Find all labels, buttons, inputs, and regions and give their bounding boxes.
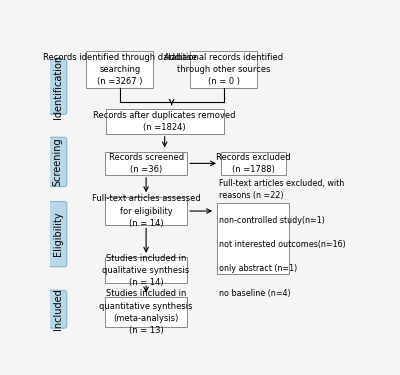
FancyBboxPatch shape [105, 297, 187, 327]
FancyBboxPatch shape [49, 290, 67, 328]
Text: Eligibility: Eligibility [53, 212, 63, 256]
Text: Studies included in
quantitative synthesis
(meta-analysis)
(n = 13): Studies included in quantitative synthes… [99, 290, 193, 335]
Text: Studies included in
qualitative synthesis
(n = 14): Studies included in qualitative synthesi… [102, 254, 190, 287]
Text: Identification: Identification [53, 55, 63, 119]
FancyBboxPatch shape [49, 201, 67, 267]
Text: Additional records identified
through other sources
(n = 0 ): Additional records identified through ot… [164, 53, 283, 86]
Text: Records screened
(n =36): Records screened (n =36) [108, 153, 184, 174]
FancyBboxPatch shape [217, 203, 290, 274]
FancyBboxPatch shape [106, 109, 224, 134]
Text: Screening: Screening [53, 138, 63, 186]
FancyBboxPatch shape [49, 59, 67, 114]
Text: Full-text articles assessed
for eligibility
(n = 14): Full-text articles assessed for eligibil… [92, 194, 200, 228]
Text: Records excluded
(n =1788): Records excluded (n =1788) [216, 153, 290, 174]
FancyBboxPatch shape [105, 257, 187, 283]
FancyBboxPatch shape [105, 196, 187, 225]
Text: Full-text articles excluded, with
reasons (n =22)

non-controlled study(n=1)

no: Full-text articles excluded, with reason… [219, 179, 346, 298]
FancyBboxPatch shape [86, 51, 153, 88]
Text: Records after duplicates removed
(n =1824): Records after duplicates removed (n =182… [94, 111, 236, 132]
Text: Records identified through database
searching
(n =3267 ): Records identified through database sear… [43, 53, 197, 86]
FancyBboxPatch shape [105, 152, 187, 175]
Text: Included: Included [53, 288, 63, 330]
FancyBboxPatch shape [220, 152, 286, 175]
FancyBboxPatch shape [49, 137, 67, 187]
FancyBboxPatch shape [190, 51, 257, 88]
